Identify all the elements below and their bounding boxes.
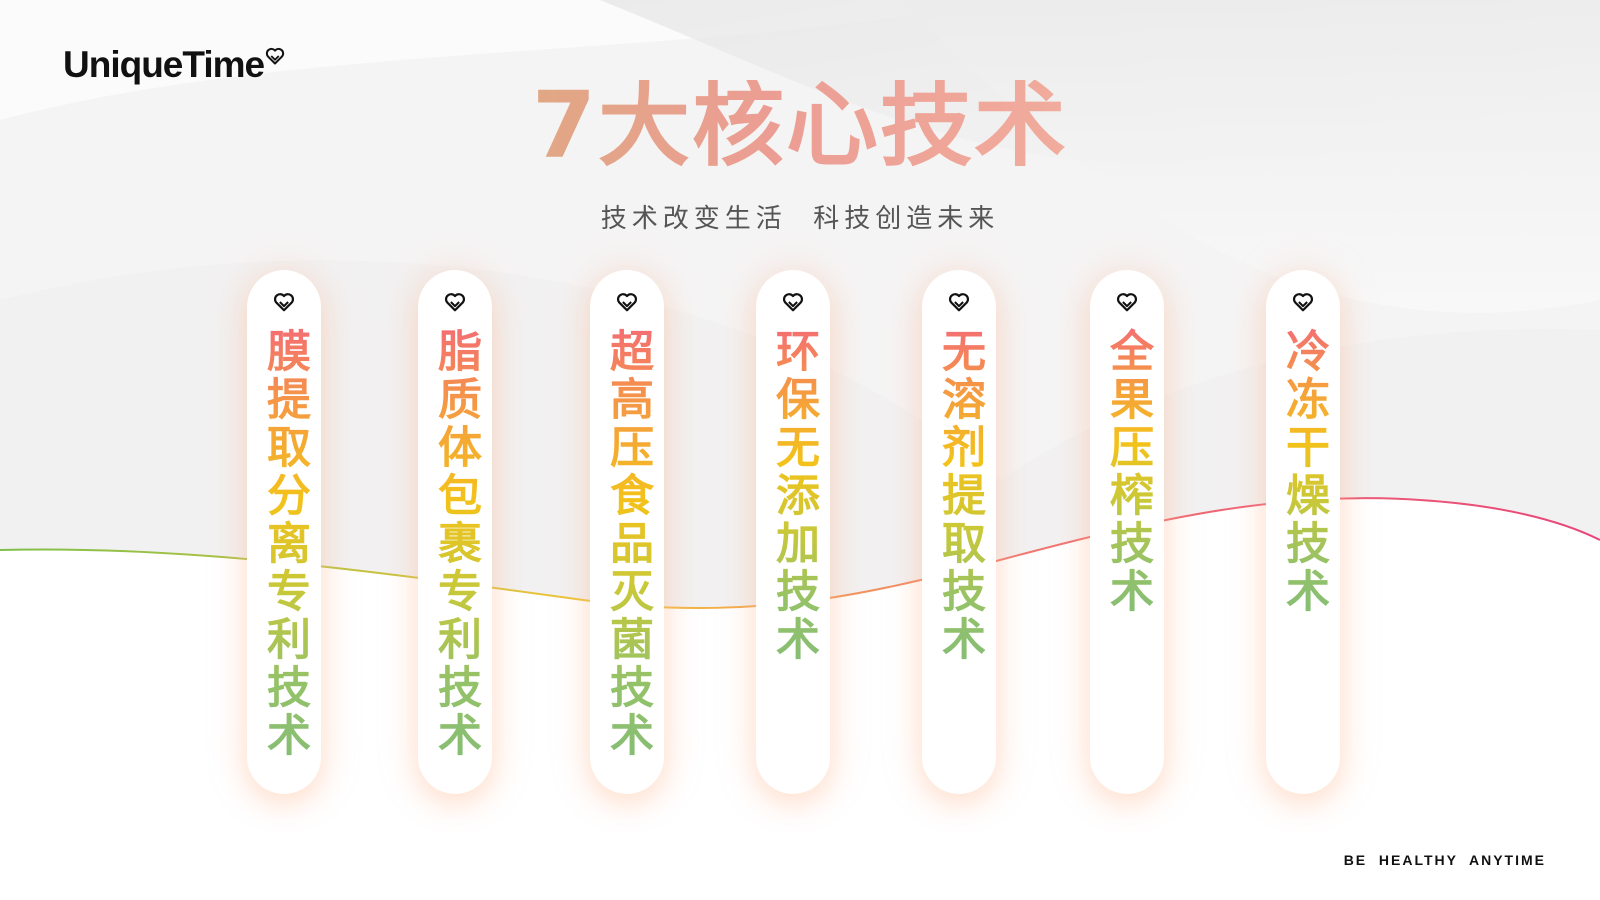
heart-icon [948, 293, 970, 312]
heart-icon [273, 293, 295, 312]
technology-card: 冷冻干燥技术 [1266, 270, 1340, 794]
heart-icon [782, 293, 804, 312]
page-subtitle: 技术改变生活 科技创造未来 [600, 204, 1000, 234]
technology-card: 无溶剂提取技术 [922, 270, 996, 794]
technology-label: 无溶剂提取技术 [922, 328, 996, 664]
heart-icon [444, 293, 466, 312]
technology-label: 超高压食品灭菌技术 [590, 328, 664, 760]
page-title: 7大核心技术 [0, 80, 1600, 172]
technology-label: 环保无添加技术 [756, 328, 830, 664]
technology-card: 全果压榨技术 [1090, 270, 1164, 794]
technology-label: 膜提取分离专利技术 [247, 328, 321, 760]
footer-tagline: BE HEALTHY ANYTIME [1343, 852, 1546, 868]
heart-icon [616, 293, 638, 312]
technology-card: 脂质体包裹专利技术 [418, 270, 492, 794]
technology-label: 冷冻干燥技术 [1266, 328, 1340, 616]
wave-line [0, 497, 1600, 609]
heart-icon [1292, 293, 1314, 312]
brand-logo-text: UniqueTime [63, 44, 265, 85]
technology-card: 膜提取分离专利技术 [247, 270, 321, 794]
technology-card: 超高压食品灭菌技术 [590, 270, 664, 794]
technology-label: 脂质体包裹专利技术 [418, 328, 492, 760]
heart-icon [1116, 293, 1138, 312]
technology-card: 环保无添加技术 [756, 270, 830, 794]
brand-logo: UniqueTime [63, 44, 285, 86]
technology-label: 全果压榨技术 [1090, 328, 1164, 616]
heart-icon [265, 47, 285, 65]
